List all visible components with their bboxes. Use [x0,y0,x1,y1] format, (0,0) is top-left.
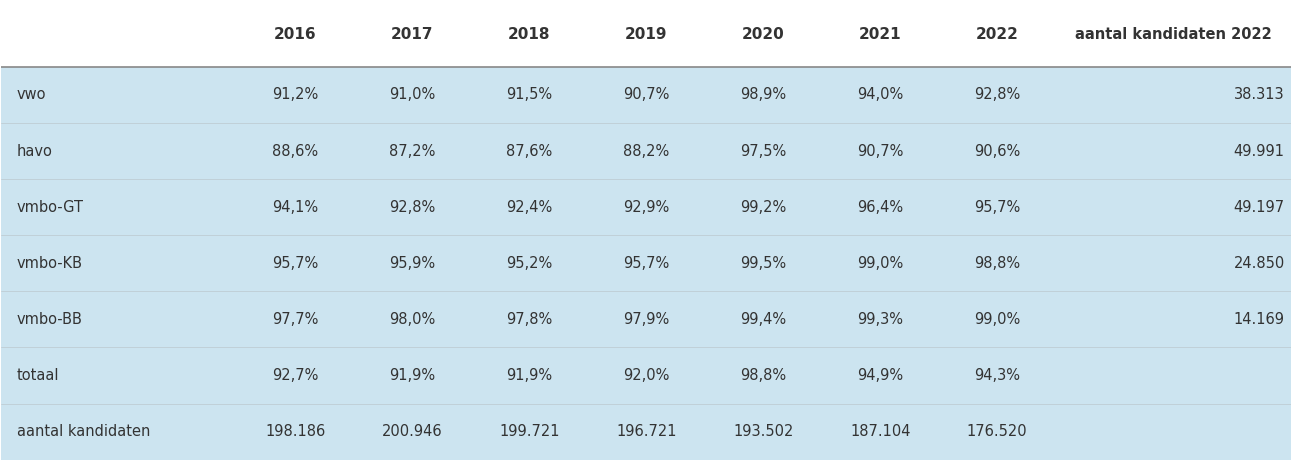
Text: 94,9%: 94,9% [857,368,903,383]
Text: 91,5%: 91,5% [507,88,552,102]
Bar [1,67,1291,123]
Bar [1,1,1291,67]
Text: 2016: 2016 [274,27,317,41]
Text: 2020: 2020 [742,27,785,41]
Text: 90,7%: 90,7% [624,88,669,102]
Text: 94,3%: 94,3% [974,368,1020,383]
Text: 99,4%: 99,4% [740,312,786,327]
Text: 92,7%: 92,7% [273,368,318,383]
Text: 24.850: 24.850 [1234,256,1285,271]
Text: 198.186: 198.186 [265,424,326,439]
Text: 97,5%: 97,5% [740,143,786,159]
Text: 92,8%: 92,8% [390,200,435,215]
Text: aantal kandidaten: aantal kandidaten [17,424,151,439]
Text: vmbo-GT: vmbo-GT [17,200,84,215]
Text: 98,8%: 98,8% [740,368,786,383]
Text: 97,7%: 97,7% [273,312,318,327]
Text: 193.502: 193.502 [733,424,794,439]
Text: 187.104: 187.104 [850,424,911,439]
Text: 91,2%: 91,2% [273,88,318,102]
Text: 38.313: 38.313 [1234,88,1285,102]
Text: 90,7%: 90,7% [857,143,903,159]
Text: 94,1%: 94,1% [273,200,318,215]
Text: 99,0%: 99,0% [974,312,1020,327]
Text: 98,8%: 98,8% [974,256,1020,271]
Text: 199.721: 199.721 [499,424,560,439]
Text: 91,9%: 91,9% [390,368,435,383]
Text: 2019: 2019 [625,27,668,41]
Text: 87,6%: 87,6% [507,143,552,159]
Text: 92,9%: 92,9% [624,200,669,215]
Bar [1,403,1291,460]
Text: 95,7%: 95,7% [624,256,669,271]
Text: 88,6%: 88,6% [273,143,318,159]
Text: 95,7%: 95,7% [974,200,1020,215]
Text: 98,0%: 98,0% [390,312,435,327]
Text: 99,3%: 99,3% [857,312,903,327]
Text: 94,0%: 94,0% [857,88,903,102]
Text: 99,5%: 99,5% [740,256,786,271]
Text: 97,8%: 97,8% [507,312,552,327]
Text: 95,2%: 95,2% [507,256,552,271]
Text: 95,9%: 95,9% [390,256,435,271]
Text: 2022: 2022 [976,27,1018,41]
Text: 2017: 2017 [391,27,434,41]
Bar [1,179,1291,235]
Text: totaal: totaal [17,368,60,383]
Text: 90,6%: 90,6% [974,143,1020,159]
Text: 97,9%: 97,9% [624,312,669,327]
Text: 98,9%: 98,9% [740,88,786,102]
Text: 2021: 2021 [859,27,902,41]
Bar [1,348,1291,403]
Bar [1,123,1291,179]
Text: 14.169: 14.169 [1234,312,1285,327]
Text: 92,8%: 92,8% [974,88,1020,102]
Text: 196.721: 196.721 [616,424,677,439]
Text: 99,0%: 99,0% [857,256,903,271]
Bar [1,235,1291,291]
Text: vmbo-KB: vmbo-KB [17,256,83,271]
Text: 200.946: 200.946 [382,424,443,439]
Text: havo: havo [17,143,53,159]
Text: 92,4%: 92,4% [507,200,552,215]
Text: 87,2%: 87,2% [390,143,435,159]
Text: 91,9%: 91,9% [507,368,552,383]
Text: vwo: vwo [17,88,47,102]
Text: 99,2%: 99,2% [740,200,786,215]
Text: vmbo-BB: vmbo-BB [17,312,83,327]
Text: 2018: 2018 [508,27,551,41]
Bar [1,291,1291,348]
Text: 88,2%: 88,2% [624,143,669,159]
Text: 49.197: 49.197 [1234,200,1285,215]
Text: 49.991: 49.991 [1234,143,1285,159]
Text: 176.520: 176.520 [966,424,1028,439]
Text: 91,0%: 91,0% [390,88,435,102]
Text: 96,4%: 96,4% [857,200,903,215]
Text: 95,7%: 95,7% [273,256,318,271]
Text: 92,0%: 92,0% [624,368,669,383]
Text: aantal kandidaten 2022: aantal kandidaten 2022 [1076,27,1272,41]
